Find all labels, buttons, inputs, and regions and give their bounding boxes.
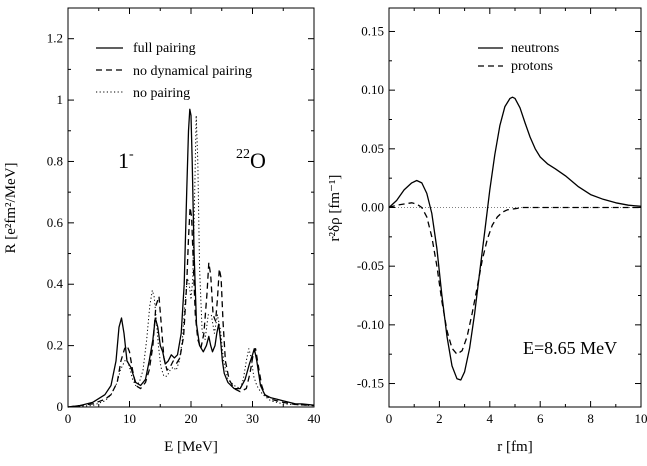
legend-label-neutrons: neutrons [511,41,559,56]
right-x-tick-label: 10 [635,411,647,426]
right-legend: neutrons protons [478,41,559,74]
right-ticks-group: 0 2 4 6 8 10 -0.15 -0.10 -0.05 0.00 0.05 0.10 0.15 [357,8,647,426]
right-series-group [388,96,642,381]
right-y-tick-label: -0.05 [357,258,384,273]
right-y-tick-label: 0.00 [361,200,384,215]
left-y-tick-label: 1.2 [47,31,63,46]
legend-label-no-dynamical-pairing: no dynamical pairing [133,64,252,79]
right-y-tick-label: -0.15 [357,376,384,391]
right-x-tick-label: 0 [386,411,393,426]
left-y-tick-label: 0.8 [47,153,63,168]
left-y-tick-label: 0.2 [47,338,63,353]
right-y-tick-label: -0.10 [357,317,384,332]
annotation-nucleus: 22O [236,147,266,173]
right-y-axis-label: r²δρ [fm⁻¹] [327,175,343,242]
series-full-pairing [67,108,315,408]
left-x-tick-label: 40 [308,411,321,426]
right-chart-panel: 0 2 4 6 8 10 -0.15 -0.10 -0.05 0.00 0.05 0.10 0.15 n… [327,7,647,455]
right-x-tick-label: 8 [587,411,594,426]
annotation-multipolarity: 1- [118,147,134,173]
left-x-tick-label: 0 [65,411,72,426]
series-no-pairing [67,114,315,408]
left-x-tick-label: 30 [246,411,259,426]
right-x-tick-label: 4 [487,411,494,426]
left-y-axis-label: R [e²fm²/MeV] [3,162,19,253]
left-ticks-group: 0 10 20 30 40 0 0.2 0.4 0.6 0.8 1 1.2 [47,8,321,426]
left-y-tick-label: 0.6 [47,215,64,230]
left-x-tick-label: 20 [185,411,198,426]
left-series-group [67,108,315,408]
right-x-tick-label: 6 [537,411,544,426]
left-legend: full pairing no dynamical pairing no pai… [96,41,252,101]
left-x-tick-label: 10 [123,411,136,426]
right-y-tick-label: 0.15 [361,23,384,38]
right-y-tick-label: 0.10 [361,82,384,97]
series-no-dynamical-pairing [67,206,315,408]
legend-label-full-pairing: full pairing [133,41,196,56]
left-y-tick-label: 0 [57,399,64,414]
left-chart-panel: 0 10 20 30 40 0 0.2 0.4 0.6 0.8 1 1.2 full pairing … [3,7,321,455]
right-y-tick-label: 0.05 [361,141,384,156]
left-y-tick-label: 0.4 [47,276,64,291]
annotation-energy: E=8.65 MeV [523,338,617,358]
left-y-tick-label: 1 [57,92,64,107]
right-x-axis-label: r [fm] [497,439,532,455]
right-x-tick-label: 2 [436,411,443,426]
series-neutrons [388,96,642,381]
legend-label-protons: protons [511,59,553,74]
legend-label-no-pairing: no pairing [133,86,190,101]
series-protons [388,202,641,355]
left-x-axis-label: E [MeV] [164,439,218,455]
